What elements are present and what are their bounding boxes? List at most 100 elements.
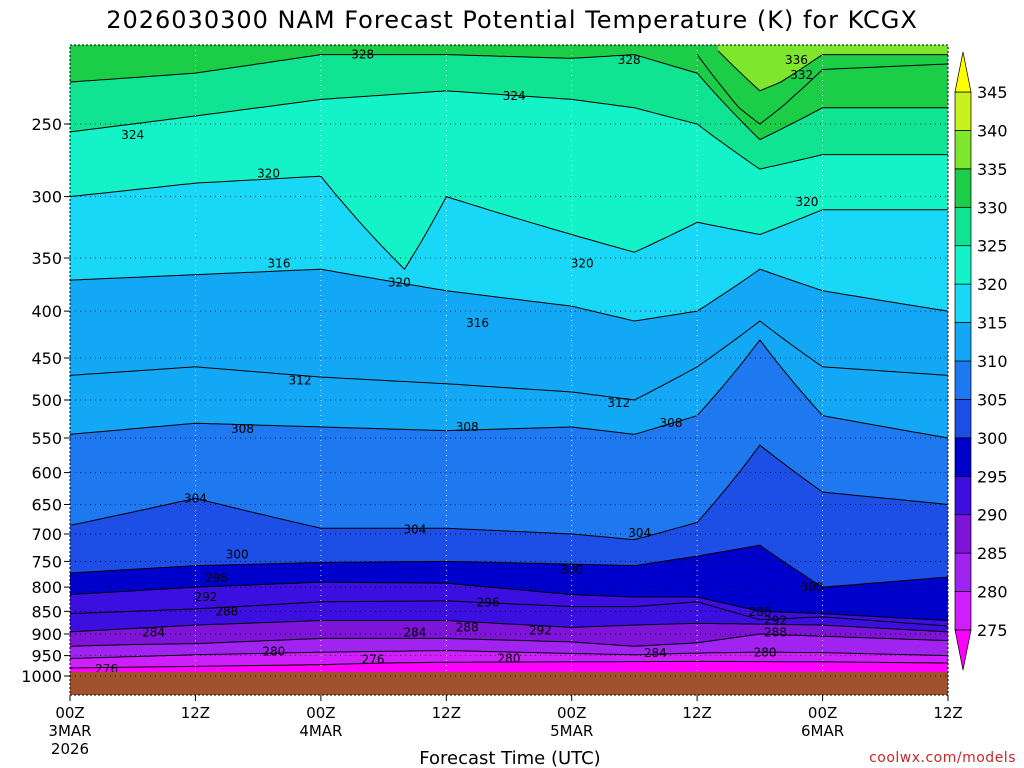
colorbar-segment bbox=[954, 91, 972, 131]
y-tick-label: 800 bbox=[31, 578, 62, 597]
contour-label: 312 bbox=[289, 373, 312, 387]
y-tick-label: 750 bbox=[31, 552, 62, 571]
contour-288 bbox=[70, 620, 948, 633]
colorbar-segment bbox=[954, 514, 972, 554]
colorbar-segment bbox=[954, 283, 972, 323]
contour-label: 320 bbox=[257, 166, 280, 180]
y-tick-label: 950 bbox=[31, 647, 62, 666]
colorbar-legend: 275 280 285 290 295 300 305 310 315 320 325 330 335 3… bbox=[954, 51, 1008, 671]
contour-label: 296 bbox=[477, 595, 500, 609]
contour-label: 280 bbox=[262, 644, 285, 658]
colorbar-tick-label: 345 bbox=[977, 83, 1008, 102]
contour-280 bbox=[70, 649, 948, 659]
colorbar-tick-label: 305 bbox=[977, 390, 1008, 409]
contour-lines bbox=[70, 50, 948, 669]
colorbar-tick-label: 285 bbox=[977, 544, 1008, 563]
chart-title: 2026030300 NAM Forecast Potential Temper… bbox=[106, 6, 918, 34]
contour-label: 288 bbox=[215, 604, 238, 618]
contour-296 bbox=[70, 581, 948, 621]
contour-label: 292 bbox=[194, 590, 217, 604]
contour-label: 300 bbox=[560, 562, 583, 576]
contour-label: 332 bbox=[790, 68, 813, 82]
contour-label: 280 bbox=[754, 646, 777, 660]
contour-label: 336 bbox=[785, 53, 808, 67]
colorbar-segment bbox=[954, 360, 972, 400]
x-tick-label: 12Z bbox=[682, 704, 711, 722]
contour-320 bbox=[70, 175, 948, 270]
contour-label: 296 bbox=[205, 571, 228, 585]
contour-316 bbox=[70, 268, 948, 322]
colorbar-tick-label: 335 bbox=[977, 160, 1008, 179]
x-tick-label: 2026 bbox=[51, 740, 89, 758]
contour-336 bbox=[717, 50, 948, 92]
colorbar-tick-label: 320 bbox=[977, 275, 1008, 294]
y-tick-label: 450 bbox=[31, 349, 62, 368]
colorbar-arrow-top bbox=[954, 51, 972, 93]
contour-292 bbox=[70, 600, 948, 627]
contour-label: 308 bbox=[456, 420, 479, 434]
band-338 bbox=[718, 45, 948, 91]
y-tick-label: 600 bbox=[31, 464, 62, 483]
colorbar-tick-label: 275 bbox=[977, 621, 1008, 640]
contour-label: 320 bbox=[571, 257, 594, 271]
contour-label: 292 bbox=[764, 614, 787, 628]
x-tick-label: 12Z bbox=[933, 704, 962, 722]
contour-328 bbox=[70, 54, 948, 141]
contour-label: 328 bbox=[618, 53, 641, 67]
contour-label: 316 bbox=[466, 316, 489, 330]
contour-label: 308 bbox=[231, 422, 254, 436]
colorbar-segment bbox=[954, 475, 972, 516]
contour-label: 304 bbox=[403, 522, 426, 536]
contour-label: 288 bbox=[764, 626, 787, 640]
y-axis: 250 300 350 400 450 500 550 600 650 700 750 800 850 9… bbox=[21, 115, 70, 686]
x-tick-label: 12Z bbox=[181, 704, 210, 722]
colorbar-tick-label: 280 bbox=[977, 583, 1008, 602]
colorbar-tick-label: 310 bbox=[977, 352, 1008, 371]
y-tick-label: 650 bbox=[31, 496, 62, 515]
colorbar-segment bbox=[954, 130, 972, 170]
colorbar-tick-label: 325 bbox=[977, 237, 1008, 256]
contour-label: 288 bbox=[456, 620, 479, 634]
contour-label: 304 bbox=[184, 491, 207, 505]
contour-300 bbox=[70, 544, 948, 588]
contour-label: 324 bbox=[503, 89, 526, 103]
colorbar-segment bbox=[954, 399, 972, 439]
contour-304 bbox=[70, 444, 948, 541]
temperature-bands bbox=[70, 45, 948, 695]
ground-surface bbox=[70, 672, 948, 695]
y-tick-label: 850 bbox=[31, 602, 62, 621]
contour-label: 284 bbox=[142, 626, 165, 640]
contour-332 bbox=[696, 54, 948, 125]
contour-308 bbox=[70, 339, 948, 439]
contour-label: 300 bbox=[801, 580, 824, 594]
colorbar-segment bbox=[954, 437, 972, 477]
contour-label: 312 bbox=[607, 396, 630, 410]
contour-284 bbox=[70, 633, 948, 647]
x-tick-label: 00Z bbox=[557, 704, 586, 722]
y-tick-label: 350 bbox=[31, 249, 62, 268]
contour-label: 280 bbox=[498, 652, 521, 666]
colorbar-tick-label: 295 bbox=[977, 467, 1008, 486]
contour-312 bbox=[70, 320, 948, 401]
contour-label: 284 bbox=[644, 646, 667, 660]
contour-label: 288 bbox=[748, 605, 771, 619]
contour-label: 320 bbox=[388, 275, 411, 289]
x-tick-label: 00Z bbox=[55, 704, 84, 722]
contour-label: 284 bbox=[403, 626, 426, 640]
contour-label: 324 bbox=[121, 128, 144, 142]
colorbar-segment bbox=[954, 168, 972, 208]
y-tick-label: 500 bbox=[31, 391, 62, 410]
colorbar-segment bbox=[954, 322, 972, 362]
y-tick-label: 700 bbox=[31, 525, 62, 544]
x-tick-label: 12Z bbox=[432, 704, 461, 722]
y-tick-label: 250 bbox=[31, 115, 62, 134]
y-tick-label: 300 bbox=[31, 188, 62, 207]
y-tick-label: 900 bbox=[31, 625, 62, 644]
x-tick-label: 6MAR bbox=[801, 722, 844, 740]
y-tick-label: 550 bbox=[31, 429, 62, 448]
x-tick-label: 3MAR bbox=[48, 722, 91, 740]
